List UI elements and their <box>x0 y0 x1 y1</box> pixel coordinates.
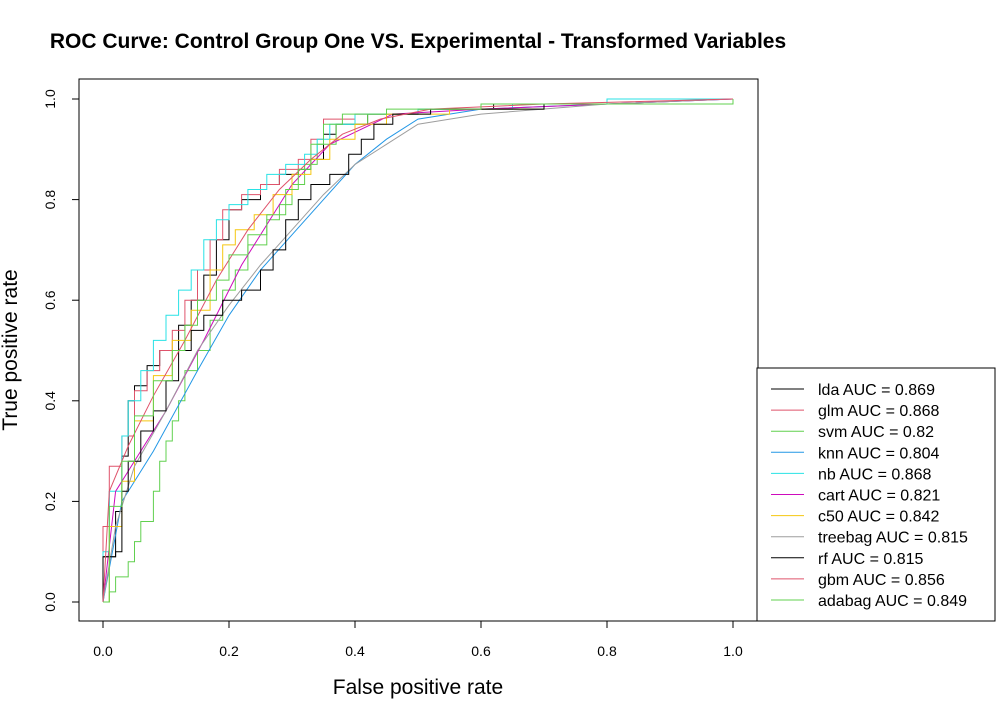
legend-label: gbm AUC = 0.856 <box>818 572 945 589</box>
x-tick-label: 0.2 <box>219 643 239 659</box>
series-line-9 <box>102 98 734 603</box>
x-axis: 0.0 0.2 0.4 0.6 0.8 1.0 <box>93 620 743 659</box>
y-axis-title: True positive rate <box>0 269 22 430</box>
x-tick-label: 0.0 <box>93 643 113 659</box>
x-axis-title: False positive rate <box>333 676 503 699</box>
series-line-10 <box>103 99 734 603</box>
legend-label: svm AUC = 0.82 <box>818 424 934 441</box>
legend-label: c50 AUC = 0.842 <box>818 509 940 526</box>
legend-label: rf AUC = 0.815 <box>818 551 923 568</box>
x-tick-label: 0.6 <box>471 643 491 659</box>
legend-label: treebag AUC = 0.815 <box>818 530 968 547</box>
x-tick-label: 0.4 <box>345 643 365 659</box>
x-tick-label: 1.0 <box>723 643 743 659</box>
legend-label: glm AUC = 0.868 <box>818 403 940 420</box>
y-tick-label: 0.2 <box>42 491 58 511</box>
legend-label: cart AUC = 0.821 <box>818 488 940 505</box>
series-line-2 <box>103 99 734 603</box>
series-line-8 <box>102 99 734 602</box>
legend-label: lda AUC = 0.869 <box>818 382 935 399</box>
x-tick-label: 0.8 <box>597 643 617 659</box>
series-line-7 <box>102 98 734 603</box>
y-axis: 0.0 0.2 0.4 0.6 0.8 1.0 <box>42 89 80 612</box>
y-tick-label: 1.0 <box>42 89 58 109</box>
y-tick-label: 0.4 <box>42 391 58 411</box>
series-layer <box>102 98 734 603</box>
series-line-4 <box>102 98 733 602</box>
legend-label: adabag AUC = 0.849 <box>818 593 967 610</box>
legend-label: nb AUC = 0.868 <box>818 466 932 483</box>
chart-title: ROC Curve: Control Group One VS. Experim… <box>50 30 786 53</box>
y-tick-label: 0.0 <box>42 592 58 612</box>
legend: lda AUC = 0.869 glm AUC = 0.868 svm AUC = … <box>756 367 996 622</box>
y-tick-label: 0.6 <box>42 290 58 310</box>
series-line-3 <box>102 98 734 603</box>
legend-label: knn AUC = 0.804 <box>818 445 940 462</box>
y-tick-label: 0.8 <box>42 190 58 210</box>
